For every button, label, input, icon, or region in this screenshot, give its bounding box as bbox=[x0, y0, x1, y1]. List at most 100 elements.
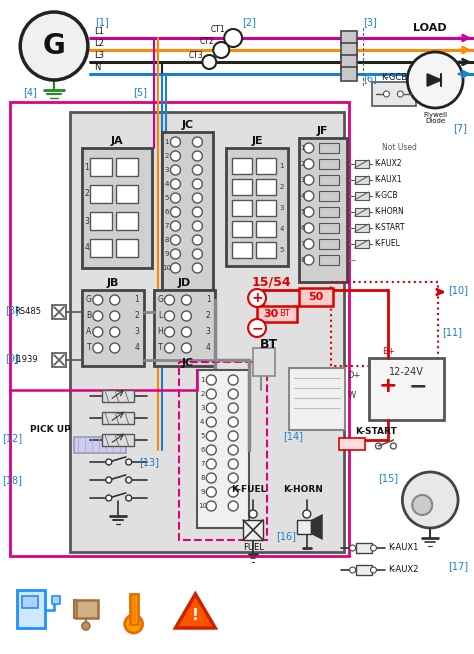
Circle shape bbox=[164, 311, 174, 321]
Circle shape bbox=[93, 343, 103, 353]
Text: 5: 5 bbox=[301, 209, 305, 215]
Circle shape bbox=[206, 459, 216, 469]
Circle shape bbox=[412, 495, 432, 515]
Circle shape bbox=[171, 221, 181, 231]
Circle shape bbox=[350, 545, 356, 551]
Circle shape bbox=[304, 143, 314, 153]
Text: 1: 1 bbox=[164, 139, 169, 145]
Circle shape bbox=[213, 42, 229, 58]
Text: Flywell: Flywell bbox=[423, 112, 447, 118]
Text: 6: 6 bbox=[301, 225, 305, 231]
Text: [3]: [3] bbox=[364, 17, 377, 27]
Bar bbox=[116, 239, 137, 257]
Circle shape bbox=[206, 431, 216, 441]
Circle shape bbox=[192, 137, 202, 147]
Bar bbox=[356, 565, 372, 575]
Text: 2: 2 bbox=[134, 311, 139, 320]
Text: [8]: [8] bbox=[5, 305, 19, 315]
Circle shape bbox=[93, 311, 103, 321]
Circle shape bbox=[304, 159, 314, 169]
Text: 1: 1 bbox=[301, 145, 305, 151]
Bar bbox=[116, 185, 137, 203]
Text: [7]: [7] bbox=[453, 123, 467, 133]
Text: CT3: CT3 bbox=[189, 50, 204, 60]
Text: T: T bbox=[87, 343, 91, 353]
Text: G: G bbox=[157, 296, 164, 305]
Text: 2: 2 bbox=[84, 190, 89, 199]
Bar bbox=[90, 212, 112, 230]
Text: G: G bbox=[43, 32, 65, 60]
Bar bbox=[74, 437, 126, 453]
Text: [1]: [1] bbox=[95, 17, 109, 27]
Text: L2: L2 bbox=[94, 39, 104, 48]
Text: JB: JB bbox=[107, 278, 119, 288]
Circle shape bbox=[248, 289, 266, 307]
Text: K-HORN: K-HORN bbox=[374, 207, 404, 216]
Circle shape bbox=[192, 207, 202, 217]
Text: 30: 30 bbox=[264, 309, 279, 319]
Text: 4: 4 bbox=[164, 181, 169, 187]
Text: 2: 2 bbox=[200, 391, 204, 397]
Circle shape bbox=[106, 495, 112, 501]
Text: 6: 6 bbox=[164, 209, 169, 215]
Bar bbox=[373, 82, 416, 106]
Text: +: + bbox=[251, 291, 263, 305]
Bar bbox=[180, 362, 267, 540]
Text: 12-24V: 12-24V bbox=[389, 367, 424, 377]
Text: [6]: [6] bbox=[364, 73, 377, 83]
Bar bbox=[319, 255, 338, 265]
Bar bbox=[355, 240, 368, 248]
Text: [2]: [2] bbox=[242, 17, 256, 27]
Circle shape bbox=[110, 311, 120, 321]
Text: 10: 10 bbox=[198, 503, 207, 509]
Circle shape bbox=[93, 327, 103, 337]
Bar bbox=[319, 143, 338, 153]
Circle shape bbox=[371, 545, 376, 551]
Bar bbox=[116, 212, 137, 230]
Bar bbox=[319, 223, 338, 233]
Bar bbox=[355, 224, 368, 232]
Bar bbox=[331, 282, 438, 366]
Circle shape bbox=[383, 91, 390, 97]
Text: +: + bbox=[379, 376, 398, 396]
Bar bbox=[22, 596, 38, 608]
Text: 1: 1 bbox=[280, 163, 284, 169]
Circle shape bbox=[228, 487, 238, 497]
Text: L1: L1 bbox=[94, 27, 104, 37]
Text: 4: 4 bbox=[84, 243, 89, 252]
Text: [10]: [10] bbox=[448, 285, 468, 295]
Bar bbox=[102, 390, 134, 402]
Circle shape bbox=[248, 319, 266, 337]
Circle shape bbox=[164, 295, 174, 305]
Circle shape bbox=[192, 179, 202, 189]
Bar bbox=[319, 239, 338, 249]
Bar bbox=[116, 158, 137, 176]
Circle shape bbox=[182, 343, 191, 353]
Circle shape bbox=[126, 459, 132, 465]
Text: 7: 7 bbox=[301, 241, 305, 247]
Circle shape bbox=[228, 459, 238, 469]
Bar bbox=[368, 358, 444, 420]
Text: K-FUEL: K-FUEL bbox=[231, 485, 267, 494]
Circle shape bbox=[304, 207, 314, 217]
Circle shape bbox=[182, 295, 191, 305]
Bar bbox=[256, 221, 276, 237]
Circle shape bbox=[182, 311, 191, 321]
Bar bbox=[297, 520, 311, 534]
Bar bbox=[341, 67, 356, 81]
Bar bbox=[338, 438, 365, 450]
Text: 4: 4 bbox=[134, 343, 139, 353]
Circle shape bbox=[82, 622, 90, 630]
Text: K-GCB: K-GCB bbox=[381, 73, 408, 82]
Bar bbox=[17, 590, 45, 628]
Circle shape bbox=[171, 165, 181, 175]
Text: 2: 2 bbox=[280, 184, 284, 190]
Text: 3: 3 bbox=[84, 216, 89, 226]
Text: K-AUX2: K-AUX2 bbox=[388, 566, 419, 574]
Circle shape bbox=[171, 193, 181, 203]
Bar bbox=[232, 242, 252, 258]
Text: 5: 5 bbox=[200, 433, 204, 439]
Circle shape bbox=[206, 375, 216, 385]
Circle shape bbox=[304, 175, 314, 185]
Text: W: W bbox=[347, 392, 356, 400]
